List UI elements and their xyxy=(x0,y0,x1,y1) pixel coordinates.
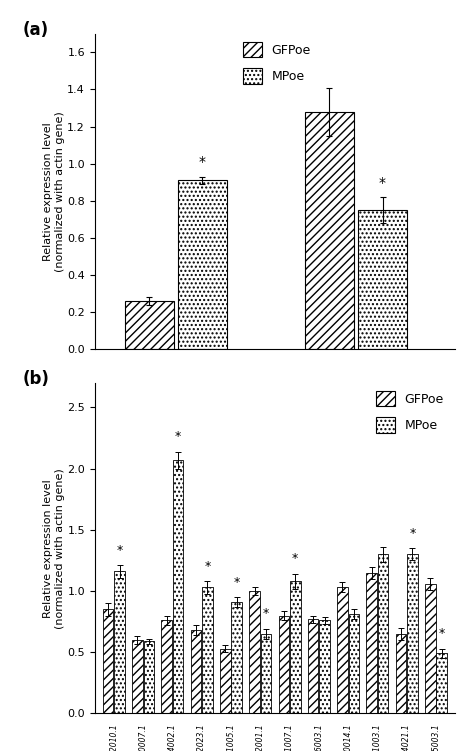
Text: (b): (b) xyxy=(23,369,50,388)
Bar xyxy=(308,620,319,713)
Bar xyxy=(103,609,113,713)
Bar xyxy=(366,573,377,713)
Bar xyxy=(337,587,348,713)
Bar xyxy=(231,602,242,713)
Bar xyxy=(290,581,301,713)
Bar xyxy=(261,634,271,713)
Bar xyxy=(378,554,388,713)
Bar xyxy=(348,614,359,713)
Bar xyxy=(114,572,125,713)
Bar xyxy=(178,180,227,349)
Y-axis label: Relative expression level
(normalized with actin gene): Relative expression level (normalized wi… xyxy=(43,468,64,629)
Bar xyxy=(358,210,407,349)
Bar xyxy=(162,620,172,713)
Text: *: * xyxy=(117,544,123,556)
Bar xyxy=(202,587,213,713)
Bar xyxy=(396,634,406,713)
Text: *: * xyxy=(204,559,210,573)
Bar xyxy=(249,591,260,713)
Text: *: * xyxy=(292,553,299,566)
Legend: GFPoe, MPoe: GFPoe, MPoe xyxy=(371,386,449,438)
Bar xyxy=(173,460,183,713)
Text: NbFKPPIase: NbFKPPIase xyxy=(315,385,397,399)
Bar xyxy=(425,584,436,713)
Text: *: * xyxy=(234,575,240,589)
Text: *: * xyxy=(410,526,416,540)
Bar xyxy=(319,620,330,713)
Text: *: * xyxy=(379,176,386,190)
Text: *: * xyxy=(438,627,445,640)
Text: *: * xyxy=(263,608,269,620)
Text: MP$^{OM}$: MP$^{OM}$ xyxy=(157,385,195,403)
Bar xyxy=(191,630,201,713)
Bar xyxy=(125,301,174,349)
Legend: GFPoe, MPoe: GFPoe, MPoe xyxy=(238,37,316,89)
Bar xyxy=(437,653,447,713)
Text: *: * xyxy=(175,430,181,443)
Bar xyxy=(132,640,143,713)
Bar xyxy=(407,554,418,713)
Y-axis label: Relative expression level
(normalized with actin gene): Relative expression level (normalized wi… xyxy=(43,111,64,272)
Bar xyxy=(279,616,289,713)
Bar xyxy=(305,112,354,349)
Text: *: * xyxy=(199,155,206,169)
Bar xyxy=(220,649,230,713)
Text: (a): (a) xyxy=(23,21,49,39)
Bar xyxy=(144,641,154,713)
